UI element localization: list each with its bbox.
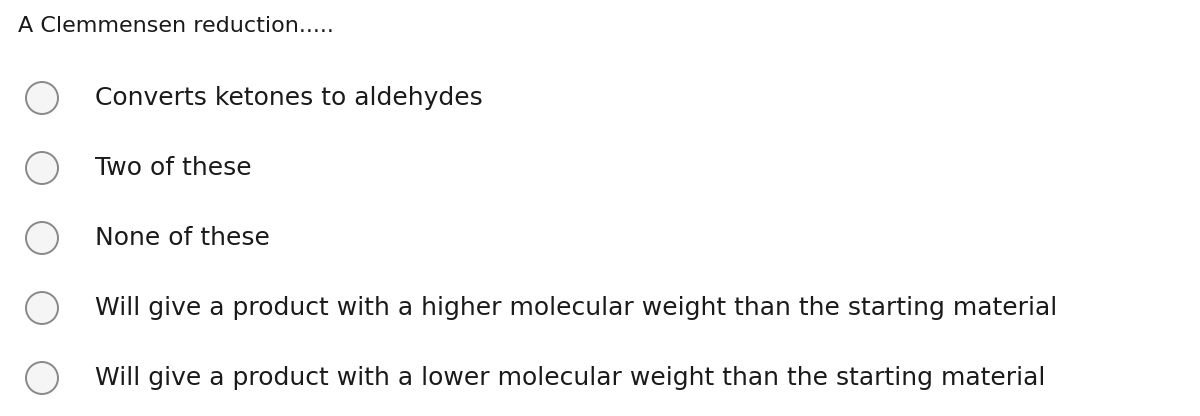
Circle shape bbox=[26, 222, 58, 254]
Circle shape bbox=[26, 152, 58, 184]
Text: None of these: None of these bbox=[95, 226, 270, 250]
Circle shape bbox=[26, 292, 58, 324]
Circle shape bbox=[26, 362, 58, 394]
Text: Will give a product with a higher molecular weight than the starting material: Will give a product with a higher molecu… bbox=[95, 296, 1057, 320]
Text: A Clemmensen reduction.....: A Clemmensen reduction..... bbox=[18, 16, 334, 36]
Text: Converts ketones to aldehydes: Converts ketones to aldehydes bbox=[95, 86, 482, 110]
Text: Will give a product with a lower molecular weight than the starting material: Will give a product with a lower molecul… bbox=[95, 366, 1045, 390]
Text: Two of these: Two of these bbox=[95, 156, 252, 180]
Circle shape bbox=[26, 82, 58, 114]
